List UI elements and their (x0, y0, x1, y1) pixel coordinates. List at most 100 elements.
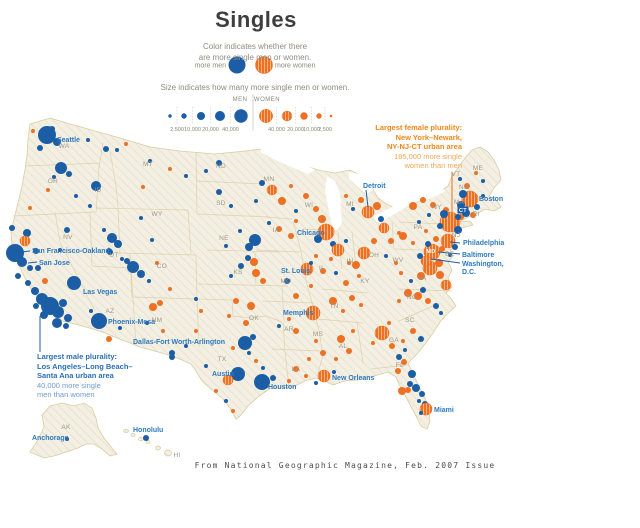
state-label-RI: RI (472, 211, 479, 218)
state-chip (457, 206, 469, 214)
dot-more-women (378, 222, 390, 234)
state-label-MA: MA (454, 199, 465, 206)
dot-more-men (148, 159, 152, 163)
dot-more-women (157, 300, 163, 306)
dot-more-women (404, 289, 412, 297)
state-label-LA: LA (292, 366, 301, 373)
dot-more-women (243, 320, 249, 326)
dot-more-men (309, 261, 313, 265)
dot-more-women (250, 258, 258, 266)
city-label: San Jose (39, 260, 70, 267)
color-caption-line2: are more single men or women. (198, 53, 312, 62)
dot-more-women (351, 329, 355, 333)
dot-more-men (419, 411, 423, 415)
state-label-MD: MD (426, 249, 435, 255)
dot-more-women (19, 235, 31, 247)
dot-more-men (63, 323, 69, 329)
dot-more-men (31, 287, 39, 295)
city-label: Anchorage (32, 435, 69, 442)
hawaii-islands (123, 428, 172, 457)
dot-more-women (414, 292, 422, 300)
more-women-label: more women (275, 63, 316, 70)
city-label: Austin (212, 371, 234, 378)
dot-more-men (103, 146, 109, 152)
state-label-TX: TX (218, 356, 227, 363)
dot-more-men (137, 270, 145, 278)
size-dot-women (281, 110, 293, 122)
dot-more-women (304, 374, 308, 378)
state-label-ID: ID (94, 187, 101, 194)
dot-more-men (261, 366, 265, 370)
dot-more-women (320, 268, 326, 274)
dot-more-men (74, 194, 78, 198)
dot-more-women (435, 259, 443, 267)
size-label-women: 10,000 (303, 127, 320, 133)
dot-more-men (396, 354, 402, 360)
dot-more-women (359, 303, 363, 307)
page-title: Singles (215, 7, 297, 32)
dot-more-women (294, 219, 298, 223)
city-labels-layer: Seattle San Francisco-Oakland San Jose Las … (32, 137, 504, 442)
leader-line (365, 189, 369, 208)
size-label-men: 2,500 (170, 127, 184, 133)
callout-line: women than men (404, 161, 462, 170)
dot-more-men (118, 326, 122, 330)
dot-more-men (284, 278, 290, 284)
state-label-NY: NY (432, 204, 442, 211)
dot-more-women (31, 129, 35, 133)
dot-more-women (124, 142, 128, 146)
dot-more-men (66, 171, 72, 177)
dot-more-women (329, 297, 337, 305)
dot-more-women (194, 329, 198, 333)
dot-more-men (58, 248, 62, 252)
state-label-MT: MT (143, 161, 153, 168)
dot-more-men (259, 180, 265, 186)
state-label-IA: IA (273, 227, 280, 234)
size-dot-men (234, 109, 248, 123)
dot-more-women (307, 357, 311, 361)
state-label-MO: MO (280, 278, 291, 285)
size-label-men: 10,000 (184, 127, 201, 133)
dot-more-men (91, 313, 107, 329)
dot-more-men (458, 177, 462, 181)
dot-more-women (233, 298, 239, 304)
dot-more-men (332, 370, 336, 374)
color-legend-caption: Color indicates whether there are more s… (140, 41, 370, 63)
dot-more-women (440, 279, 452, 291)
dot-more-men (143, 435, 149, 441)
dot-more-men (403, 348, 407, 352)
dot-more-men (216, 189, 222, 195)
city-label: Washington, (462, 261, 504, 268)
callout-line: Largest male plurality: (37, 352, 118, 361)
state-label-WA: WA (59, 143, 70, 150)
dot-more-women (374, 325, 390, 341)
dot-more-men (481, 179, 485, 183)
dot-more-women (410, 328, 416, 334)
state-label-KY: KY (360, 278, 370, 285)
dot-more-men (139, 216, 143, 220)
dot-more-men (481, 194, 485, 198)
dot-more-men (409, 279, 413, 283)
city-label: Boston (479, 196, 503, 203)
dot-more-women (433, 236, 439, 242)
dot-more-men (147, 279, 151, 283)
dot-more-women (436, 271, 444, 279)
dot-more-women (168, 167, 172, 171)
dot-more-men (107, 233, 117, 243)
dot-more-men (249, 234, 261, 246)
dot-more-women (399, 271, 403, 275)
state-label-SC: SC (405, 317, 415, 324)
dot-more-women (278, 197, 286, 205)
dot-more-women (288, 233, 294, 239)
dot-more-men (49, 126, 55, 132)
dot-more-men (124, 258, 130, 264)
dot-more-women (409, 202, 417, 210)
male-plurality-callout: Largest male plurality: Los Angeles–Long… (37, 352, 167, 400)
dot-more-women (318, 215, 326, 223)
dot-more-men (250, 334, 256, 340)
dot-more-men (55, 162, 67, 174)
dot-more-men (254, 199, 258, 203)
dot-more-men (407, 381, 413, 387)
dot-more-women (394, 261, 398, 265)
dot-more-men (455, 214, 461, 220)
